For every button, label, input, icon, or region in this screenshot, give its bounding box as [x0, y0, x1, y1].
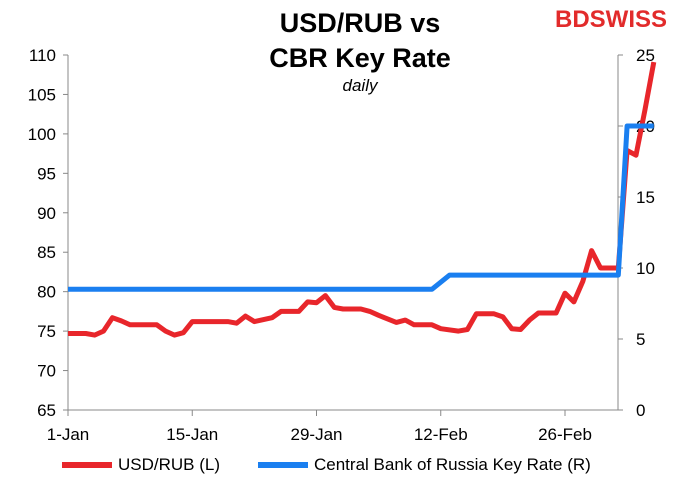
- x-tick-label: 12-Feb: [414, 425, 468, 444]
- right-y-tick-label: 15: [636, 188, 655, 207]
- legend-label-key-rate: Central Bank of Russia Key Rate (R): [314, 455, 591, 474]
- left-y-tick-label: 80: [37, 283, 56, 302]
- legend-item-usd-rub: USD/RUB (L): [62, 455, 220, 475]
- right-y-tick-label: 5: [636, 330, 645, 349]
- left-y-tick-label: 70: [37, 362, 56, 381]
- right-y-tick-label: 25: [636, 46, 655, 65]
- legend-label-usd-rub: USD/RUB (L): [118, 455, 221, 474]
- left-y-tick-label: 75: [37, 322, 56, 341]
- x-tick-label: 1-Jan: [47, 425, 90, 444]
- left-y-tick-label: 110: [29, 46, 56, 65]
- left-y-tick-label: 105: [28, 85, 56, 104]
- legend-swatch-key-rate: [258, 462, 308, 468]
- chart-title-line1: USD/RUB vs: [279, 8, 441, 38]
- right-y-tick-label: 10: [636, 259, 655, 278]
- x-tick-label: 15-Jan: [166, 425, 218, 444]
- left-y-tick-label: 95: [37, 164, 56, 183]
- left-y-tick-label: 100: [28, 125, 56, 144]
- chart-subtitle: daily: [342, 76, 378, 95]
- key-rate-line: [68, 123, 654, 292]
- legend-swatch-usd-rub: [62, 462, 112, 468]
- chart-title-line2: CBR Key Rate: [269, 43, 451, 73]
- left-y-tick-label: 90: [37, 204, 56, 223]
- legend: USD/RUB (L) Central Bank of Russia Key R…: [0, 455, 700, 479]
- usd-rub-line: [68, 61, 657, 338]
- bdswiss-logo: BDSWISS: [555, 6, 668, 33]
- x-tick-label: 29-Jan: [291, 425, 343, 444]
- left-y-tick-label: 85: [37, 243, 56, 262]
- left-y-tick-label: 65: [37, 401, 56, 420]
- x-tick-label: 26-Feb: [538, 425, 592, 444]
- right-y-tick-label: 0: [636, 401, 645, 420]
- legend-item-key-rate: Central Bank of Russia Key Rate (R): [258, 455, 591, 475]
